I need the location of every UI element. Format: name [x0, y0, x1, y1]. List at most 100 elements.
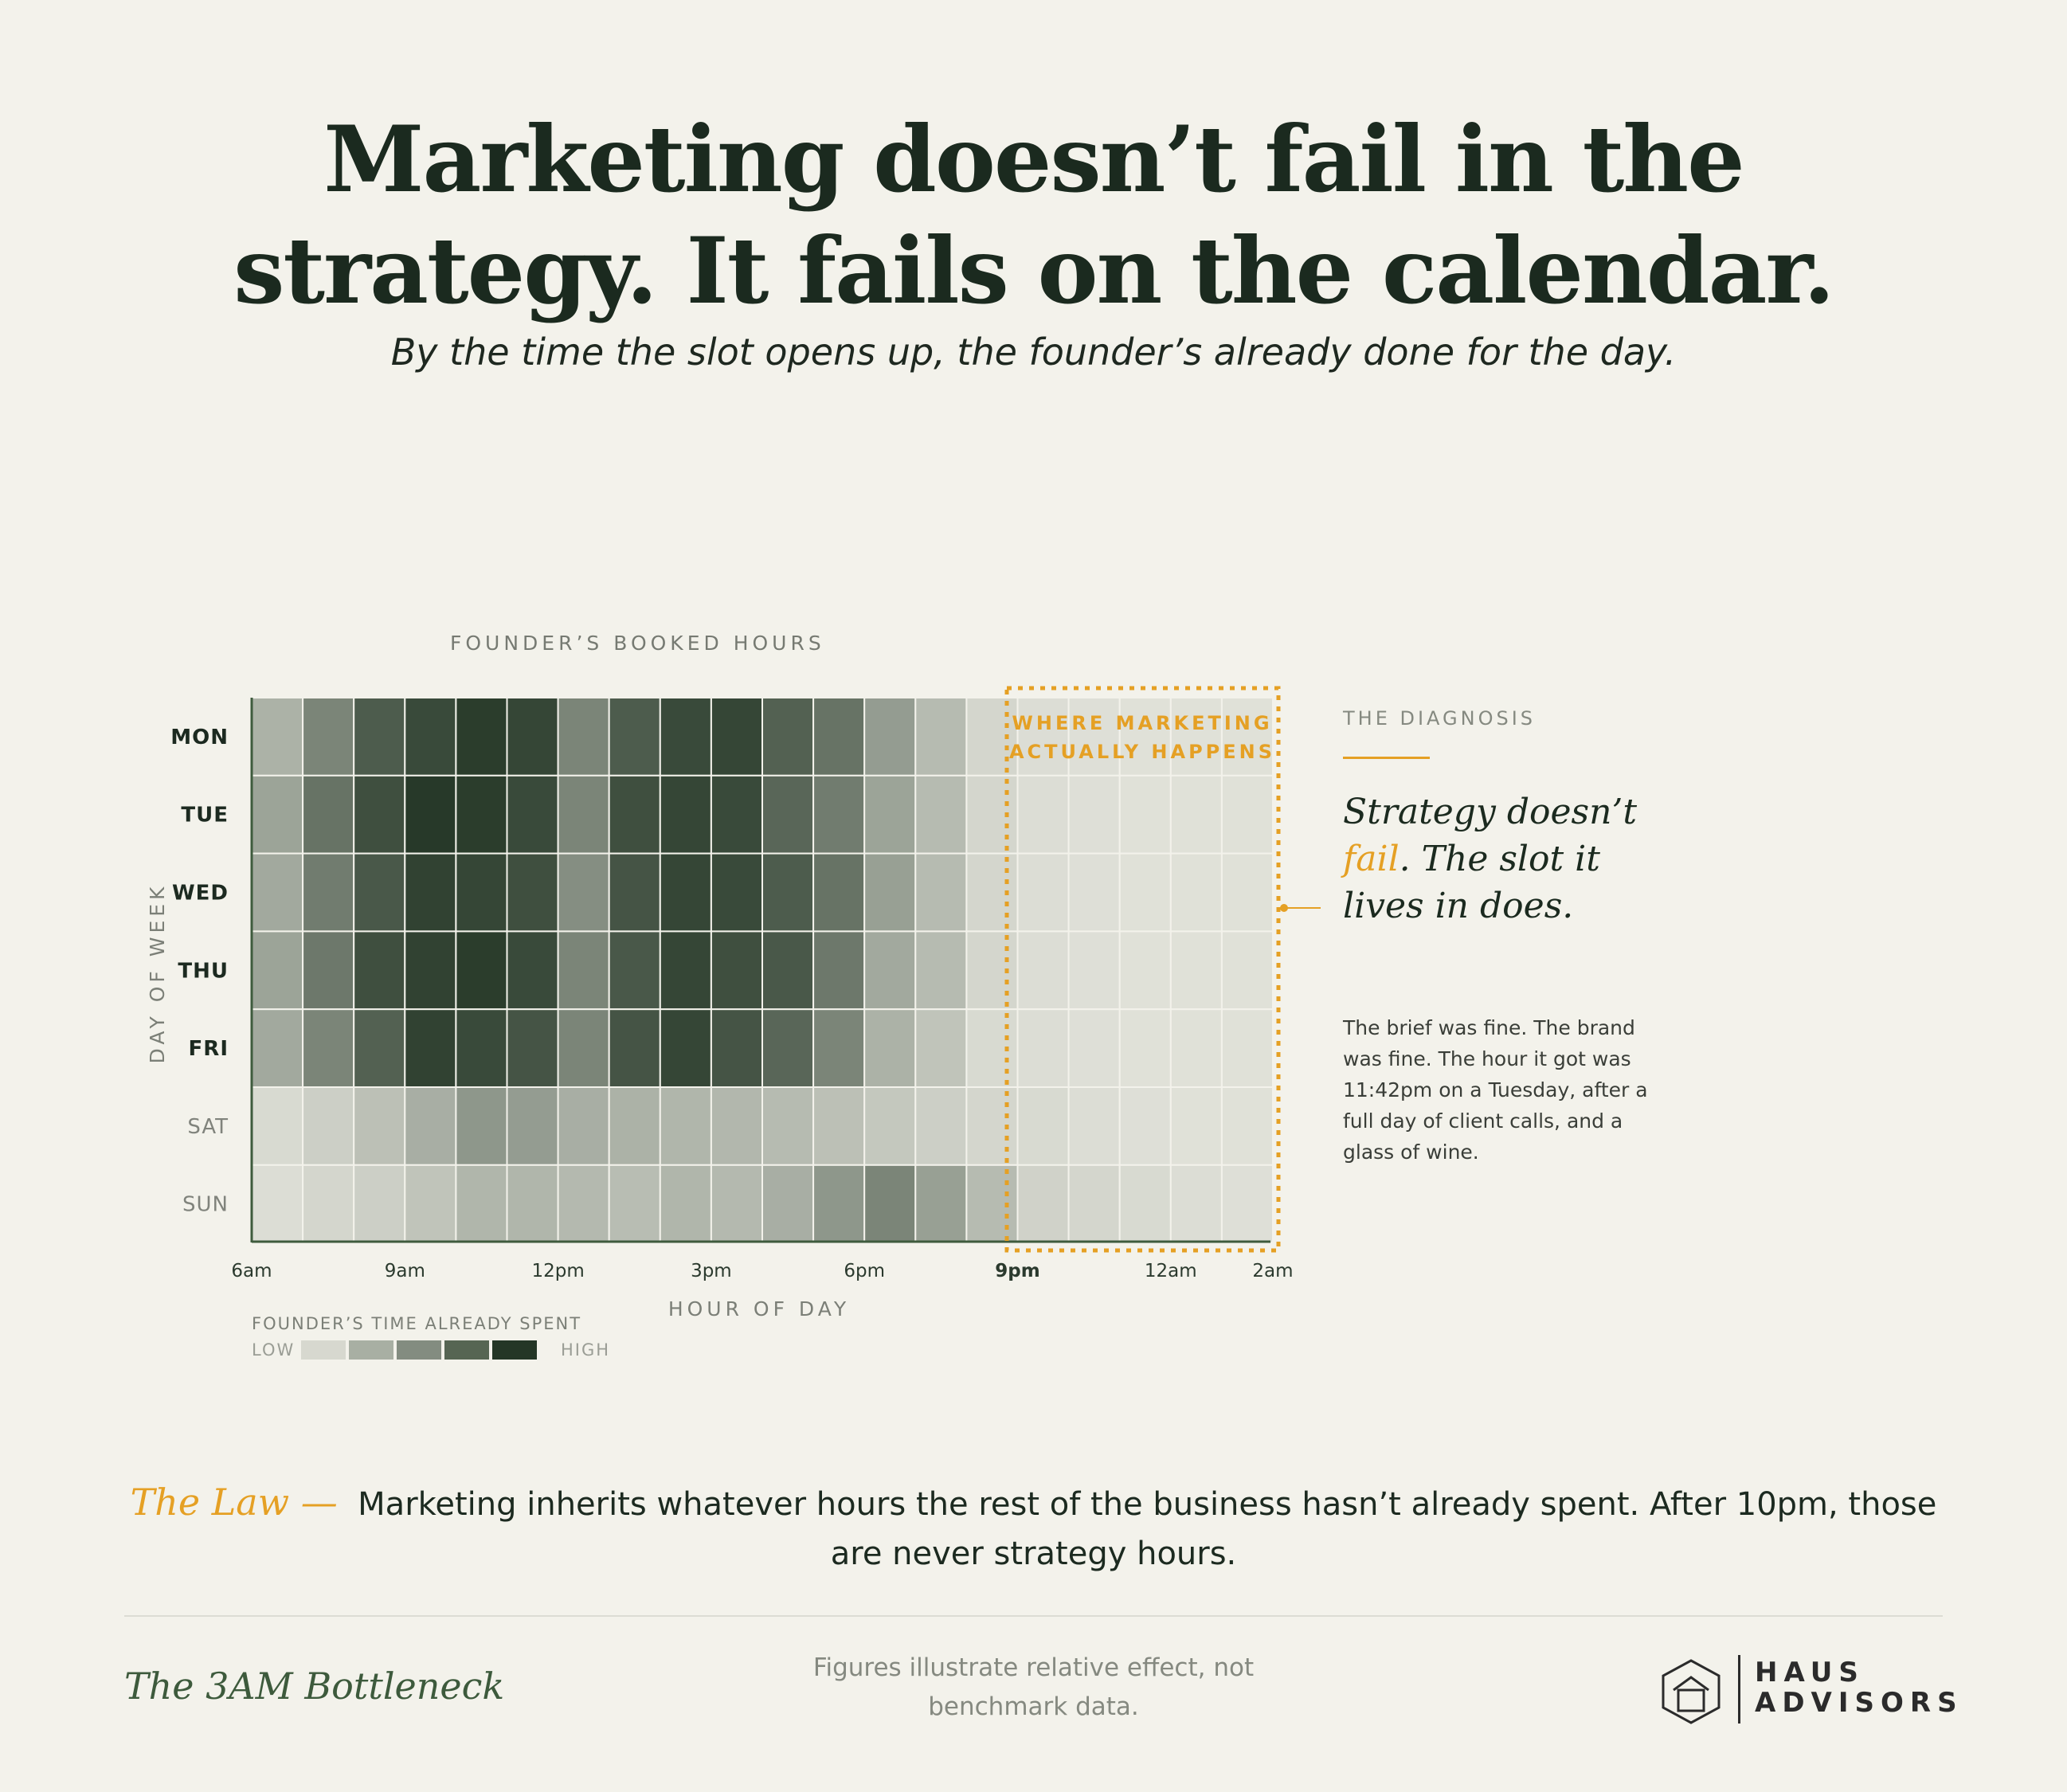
heatmap-cell-fri-7am: [302, 1008, 355, 1088]
day-label-tue: TUE: [181, 804, 229, 828]
heatmap-cell-wed-8pm: [965, 852, 1019, 933]
heatmap-cell-thu-6am: [251, 930, 304, 1011]
heatmap-cell-sat-12am: [1169, 1086, 1223, 1166]
heatmap-cell-fri-8am: [353, 1008, 406, 1088]
hour-tick-6pm: 6pm: [844, 1261, 885, 1281]
heatmap-cell-sun-4pm: [761, 1164, 815, 1244]
heatmap-cell-fri-10pm: [1067, 1008, 1121, 1088]
series-title: The 3AM Bottleneck: [124, 1665, 505, 1708]
heatmap-cell-sat-9pm: [1016, 1086, 1070, 1166]
heatmap-cell-thu-1pm: [608, 930, 661, 1011]
heatmap-cell-thu-9am: [404, 930, 457, 1011]
day-label-thu: THU: [178, 959, 229, 983]
diagnosis-body: The brief was fine. The brand was fine. …: [1343, 1016, 1648, 1164]
heatmap-cell-tue-5pm: [812, 774, 866, 855]
hour-ticks: 6am 9am 12pm 3pm 6pm 9pm 12am 2am: [231, 1261, 1293, 1281]
heatmap-cell-fri-4pm: [761, 1008, 815, 1088]
heatmap-cell-sat-3pm: [710, 1086, 764, 1166]
diagnosis-quote-line-1: Strategy doesn’t: [1343, 792, 1638, 832]
heatmap-cell-tue-10am: [455, 774, 508, 855]
heatmap-cell-sun-1am: [1220, 1164, 1274, 1244]
heatmap-cell-fri-9pm: [1016, 1008, 1070, 1088]
heatmap-cell-sun-6am: [251, 1164, 304, 1244]
heatmap-cell-tue-4pm: [761, 774, 815, 855]
heatmap-cell-sun-11am: [506, 1164, 559, 1244]
heatmap-cell-thu-6pm: [863, 930, 917, 1011]
law-label: The Law —: [130, 1481, 338, 1524]
law-text: Marketing inherits whatever hours the re…: [358, 1486, 1937, 1572]
heatmap-cell-thu-5pm: [812, 930, 866, 1011]
heatmap-cell-sat-10am: [455, 1086, 508, 1166]
heatmap-cell-sun-10pm: [1067, 1164, 1121, 1244]
heatmap-cell-fri-6am: [251, 1008, 304, 1088]
diagnosis-rule: [1343, 757, 1430, 759]
heatmap-cell-thu-12pm: [557, 930, 610, 1011]
heatmap-cell-fri-7pm: [914, 1008, 968, 1088]
heatmap-cell-fri-12am: [1169, 1008, 1223, 1088]
heatmap-cell-fri-8pm: [965, 1008, 1019, 1088]
heatmap-cell-sun-2pm: [659, 1164, 712, 1244]
legend-swatch-4: [444, 1340, 489, 1360]
heatmap-cell-sun-7am: [302, 1164, 355, 1244]
legend-swatches: [301, 1340, 537, 1360]
heatmap-cell-wed-1pm: [608, 852, 661, 933]
heatmap-cell-mon-2pm: [659, 697, 712, 777]
hour-tick-2am: 2am: [1252, 1261, 1293, 1281]
heatmap-cell-wed-11pm: [1118, 852, 1172, 933]
heatmap-cell-fri-2pm: [659, 1008, 712, 1088]
heatmap-cell-thu-10pm: [1067, 930, 1121, 1011]
heatmap-cell-tue-7pm: [914, 774, 968, 855]
heatmap-cell-mon-1am: [1220, 697, 1274, 777]
heatmap-cell-wed-12pm: [557, 852, 610, 933]
heatmap-cell-sat-8pm: [965, 1086, 1019, 1166]
heatmap-cell-mon-6am: [251, 697, 304, 777]
heatmap-cell-sun-6pm: [863, 1164, 917, 1244]
heatmap-cell-mon-6pm: [863, 697, 917, 777]
heatmap-cell-tue-6pm: [863, 774, 917, 855]
heatmap-cell-tue-3pm: [710, 774, 764, 855]
day-label-sat: SAT: [187, 1115, 229, 1139]
x-axis-title: HOUR OF DAY: [668, 1297, 850, 1321]
heatmap-cell-tue-11pm: [1118, 774, 1172, 855]
heatmap-cell-tue-6am: [251, 774, 304, 855]
heatmap-cell-thu-4pm: [761, 930, 815, 1011]
heatmap-cell-sat-9am: [404, 1086, 457, 1166]
heatmap-cell-mon-11pm: [1118, 697, 1172, 777]
diagnosis-quote-accent: fail: [1343, 839, 1400, 879]
hour-tick-3pm: 3pm: [691, 1261, 732, 1281]
heatmap-cell-thu-7pm: [914, 930, 968, 1011]
heatmap-cell-wed-11am: [506, 852, 559, 933]
heatmap-cell-wed-2pm: [659, 852, 712, 933]
chart-title: FOUNDER’S BOOKED HOURS: [450, 632, 825, 655]
heatmap-cell-sat-6am: [251, 1086, 304, 1166]
heatmap-cell-sun-5pm: [812, 1164, 866, 1244]
heatmap-cell-wed-6am: [251, 852, 304, 933]
legend-swatch-5: [492, 1340, 537, 1360]
heatmap-cell-fri-12pm: [557, 1008, 610, 1088]
heatmap-cell-mon-5pm: [812, 697, 866, 777]
heatmap-cell-sat-4pm: [761, 1086, 815, 1166]
footer-divider: [124, 1615, 1943, 1617]
heatmap-cell-mon-7pm: [914, 697, 968, 777]
heatmap-cell-tue-7am: [302, 774, 355, 855]
heatmap-cell-thu-2pm: [659, 930, 712, 1011]
heatmap-cell-mon-3pm: [710, 697, 764, 777]
heatmap-cell-tue-8pm: [965, 774, 1019, 855]
heatmap-cell-sun-9pm: [1016, 1164, 1070, 1244]
subtitle: By the time the slot opens up, the found…: [390, 331, 1677, 374]
heatmap-cell-sat-5pm: [812, 1086, 866, 1166]
heatmap-cells: [251, 697, 1274, 1244]
heatmap-cell-tue-12am: [1169, 774, 1223, 855]
highlight-label-line-1: WHERE MARKETING: [1012, 712, 1272, 734]
heatmap-cell-wed-12am: [1169, 852, 1223, 933]
heatmap-cell-wed-6pm: [863, 852, 917, 933]
highlight-region-box: [1004, 686, 1281, 1253]
day-label-mon: MON: [170, 726, 229, 749]
heatmap-cell-mon-9pm: [1016, 697, 1070, 777]
heatmap-cell-thu-1am: [1220, 930, 1274, 1011]
day-label-wed: WED: [172, 882, 229, 906]
heatmap-cell-tue-10pm: [1067, 774, 1121, 855]
heatmap-cell-mon-8am: [353, 697, 406, 777]
heatmap-cell-tue-8am: [353, 774, 406, 855]
